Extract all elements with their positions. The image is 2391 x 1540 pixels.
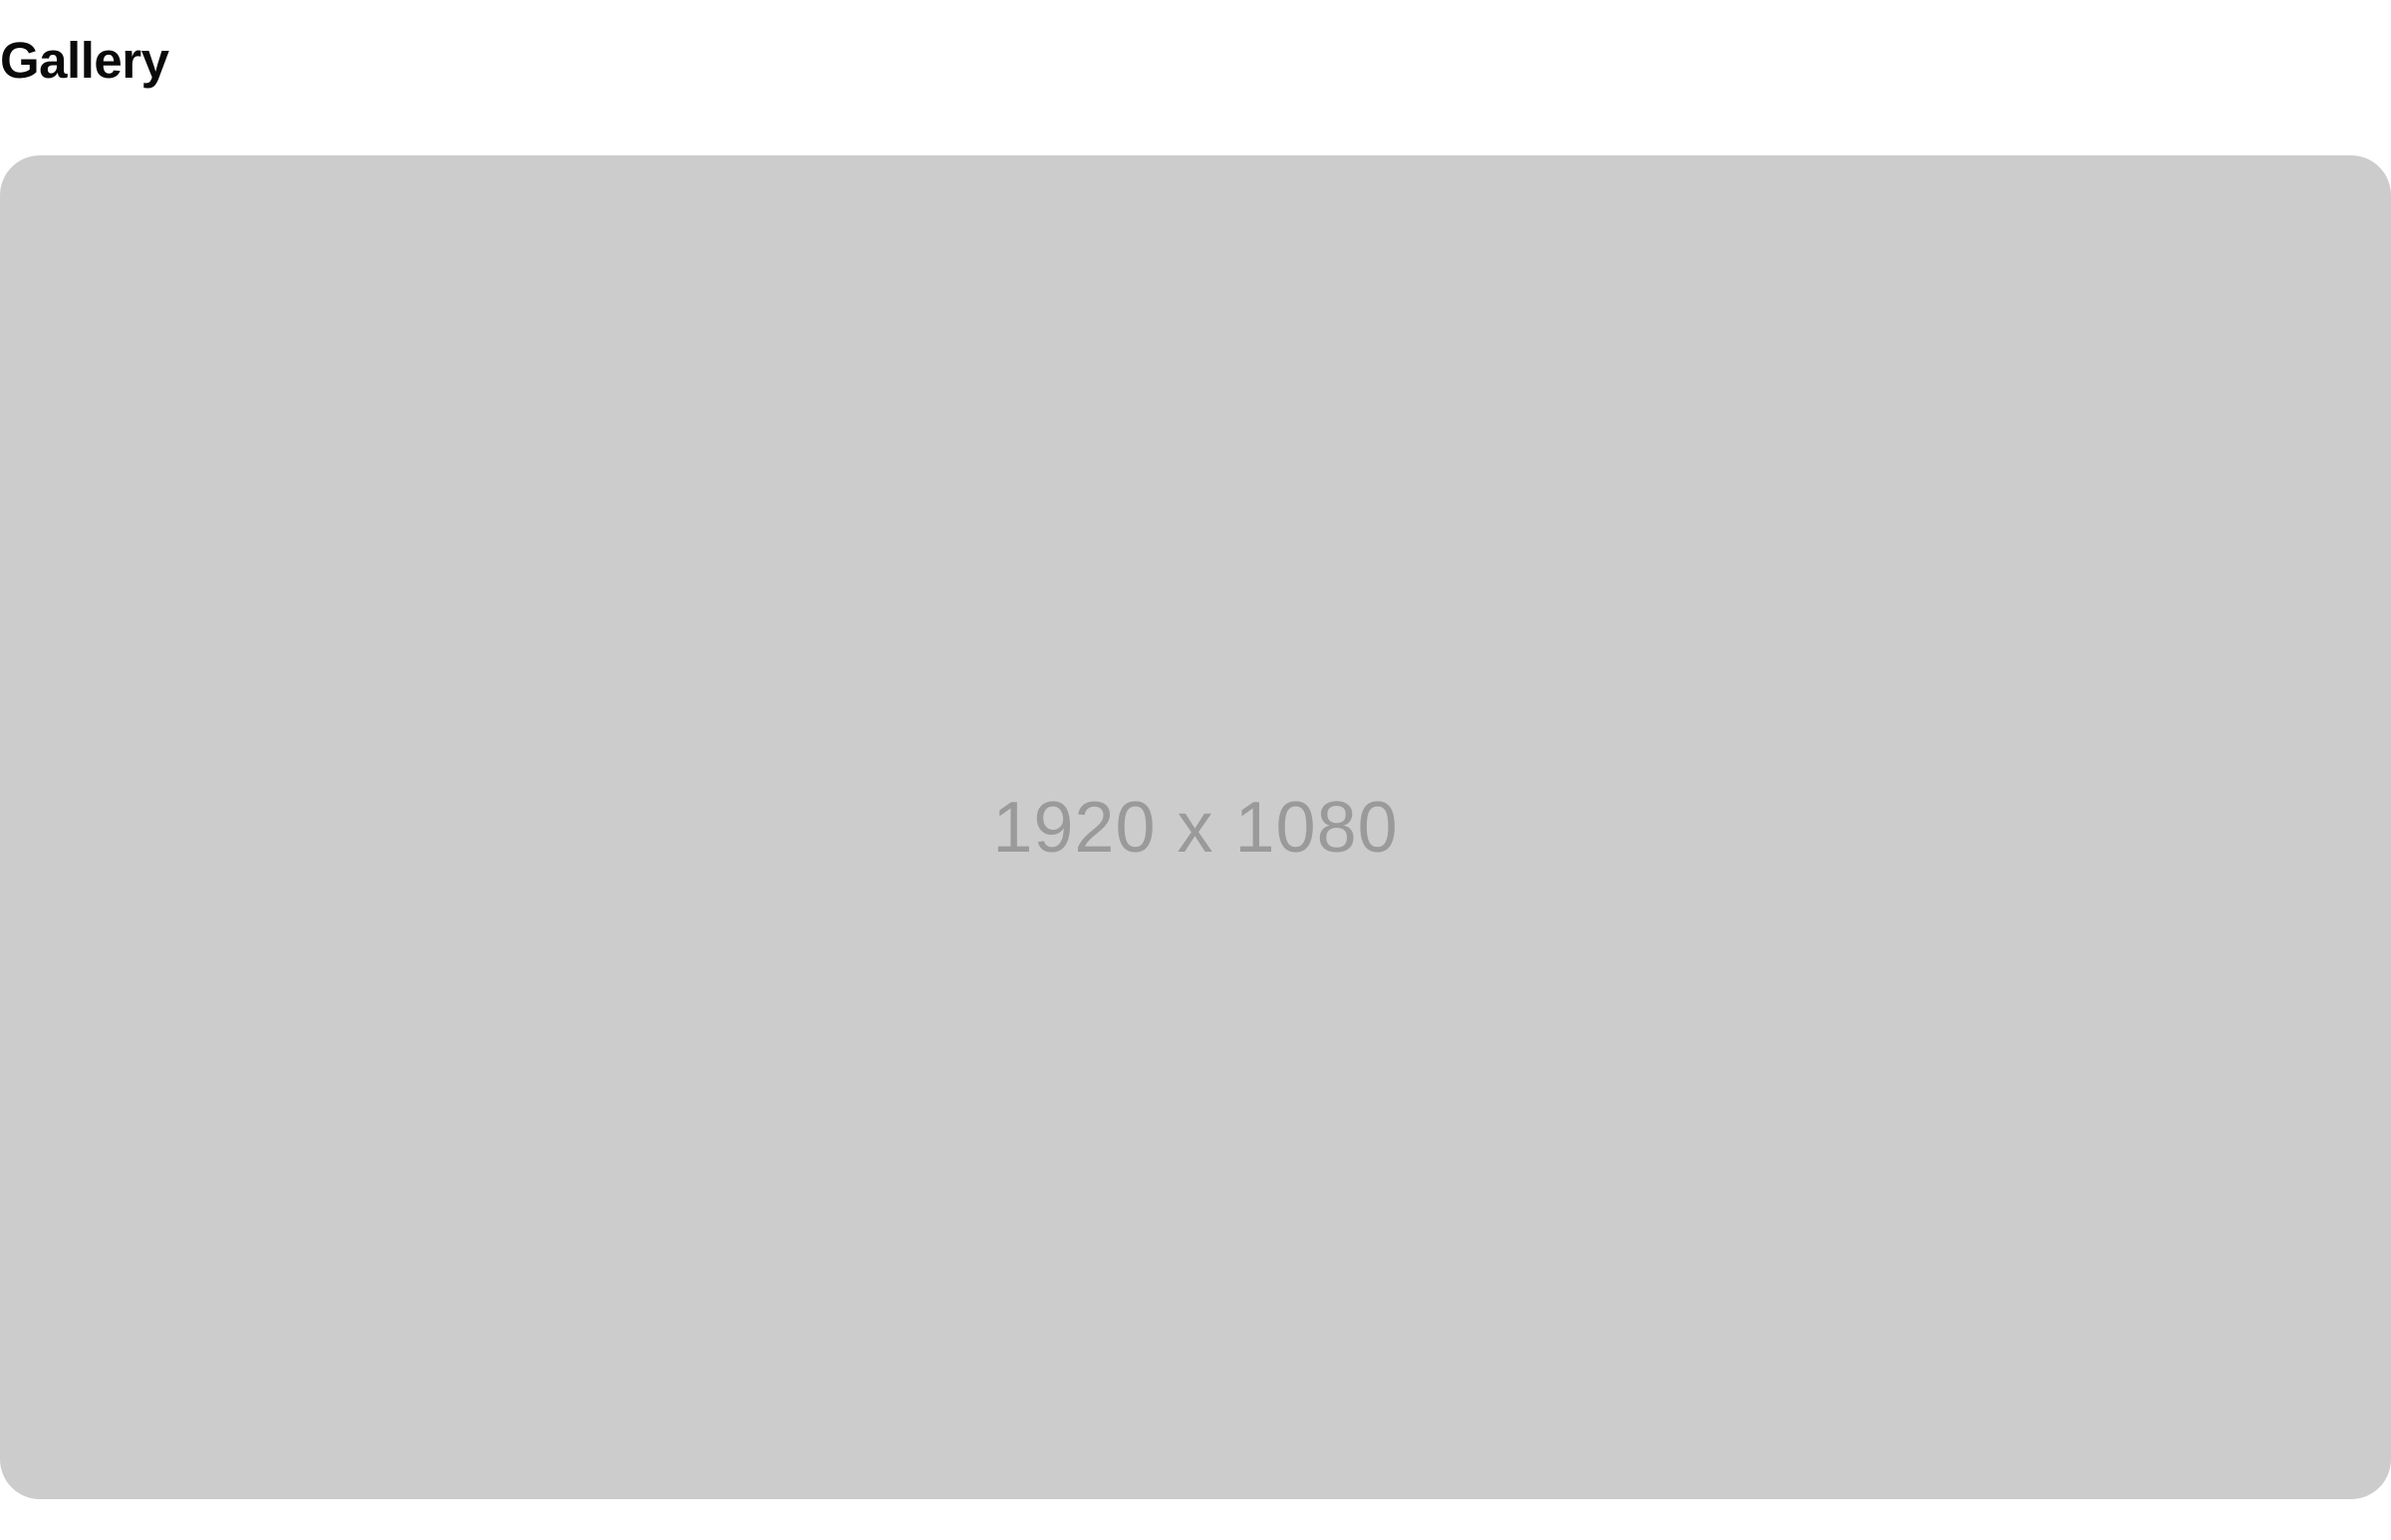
page-title: Gallery [0, 32, 169, 89]
image-dimensions-label: 1920 x 1080 [992, 787, 1399, 868]
gallery-image-placeholder[interactable]: 1920 x 1080 [0, 155, 2391, 1499]
